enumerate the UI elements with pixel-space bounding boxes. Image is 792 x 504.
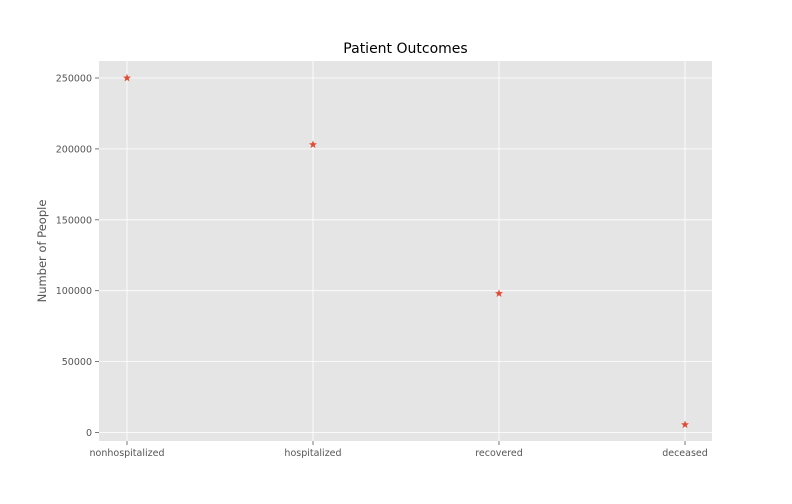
x-tick-label: recovered	[475, 448, 523, 459]
y-tick-label: 50000	[62, 357, 92, 368]
y-axis-label: Number of People	[35, 200, 49, 303]
data-point	[680, 420, 690, 429]
chart-title: Patient Outcomes	[343, 41, 467, 57]
y-tick-label: 100000	[56, 286, 92, 297]
x-tick-label: nonhospitalized	[90, 448, 165, 459]
y-tick-label: 200000	[56, 144, 92, 155]
axis-ticks: 0 50000 100000 150000 200000 250000 nonhospita…	[56, 74, 708, 459]
x-tick-label: deceased	[662, 448, 708, 459]
grid	[99, 61, 712, 441]
y-tick-label: 0	[86, 428, 92, 439]
plot-area	[99, 61, 712, 441]
data-point	[494, 289, 504, 297]
y-tick-label: 250000	[56, 74, 92, 85]
data-point	[308, 140, 318, 149]
data-point	[122, 73, 132, 82]
y-tick-label: 150000	[56, 215, 92, 226]
data-markers	[122, 73, 690, 429]
x-tick-label: hospitalized	[284, 448, 341, 459]
